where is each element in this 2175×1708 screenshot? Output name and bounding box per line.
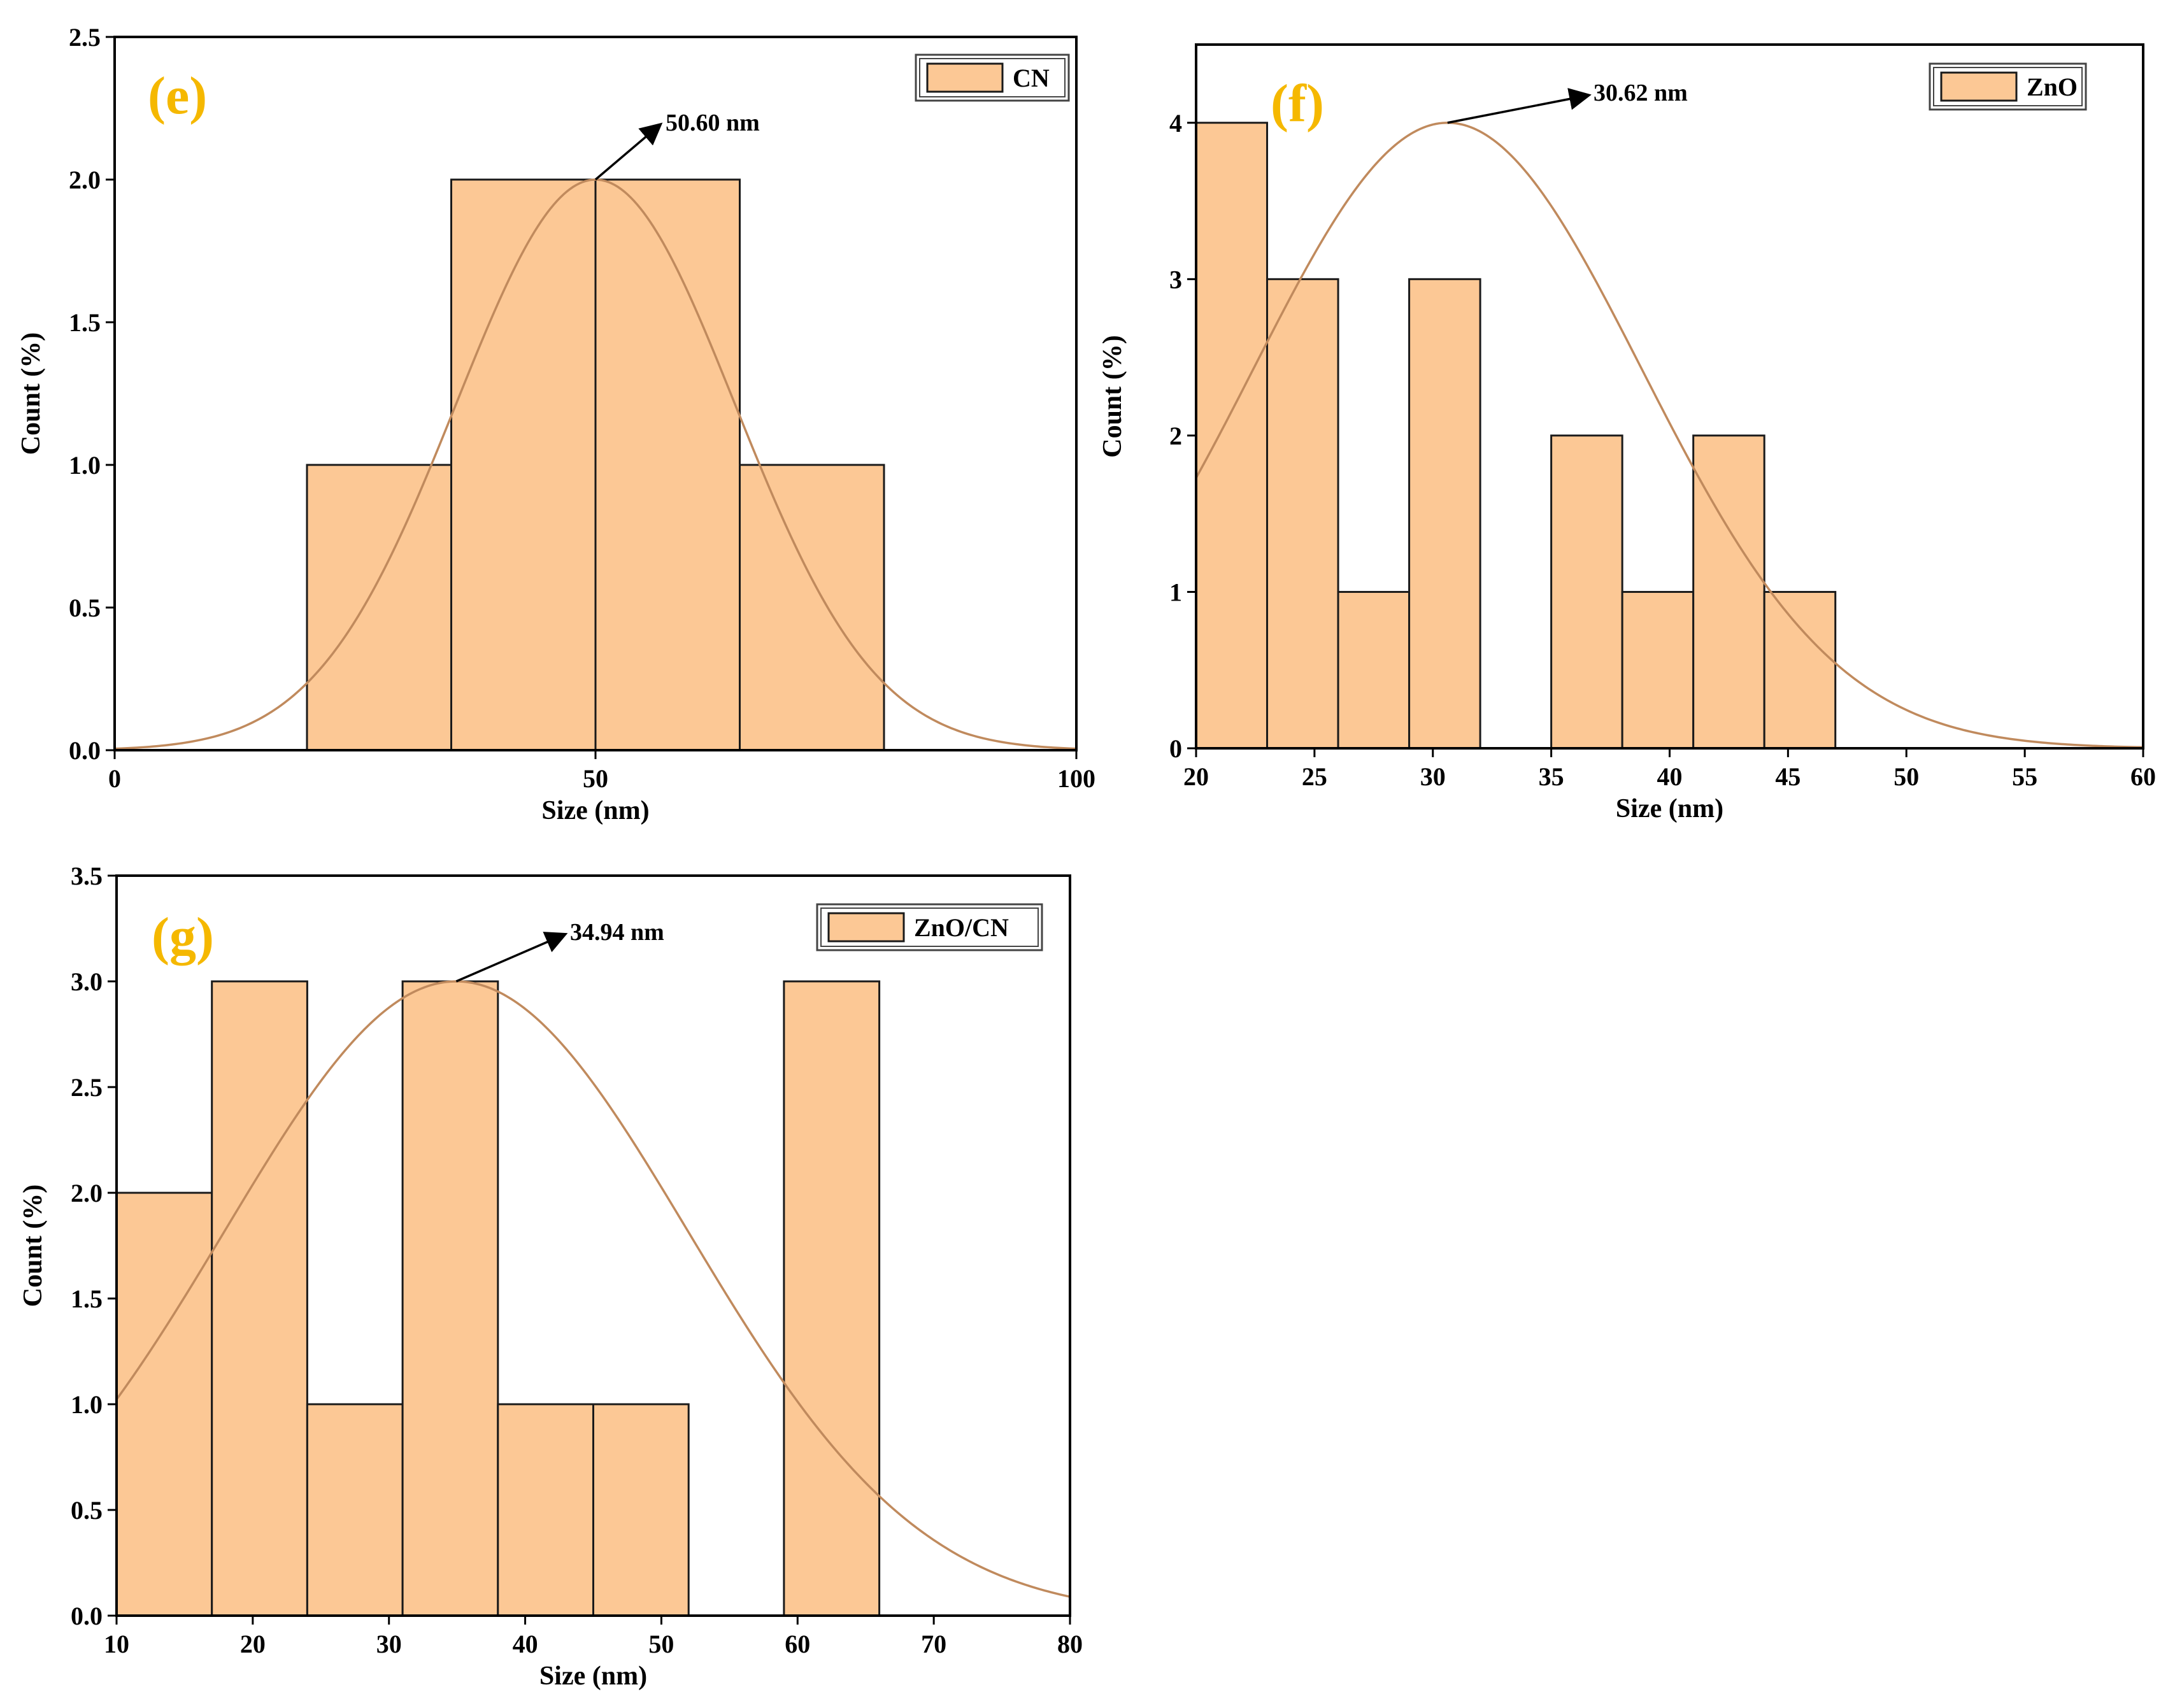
legend-inner-frame-g [820, 907, 1039, 947]
x-tick-label-g-1: 20 [240, 1630, 266, 1658]
x-tick-label-f-1: 25 [1302, 762, 1327, 791]
legend-inner-frame-f [1933, 67, 2083, 106]
panel-label-g: (g) [152, 907, 214, 966]
legend-g: ZnO/CN [816, 903, 1043, 951]
panel-e: 0 50 100 0.0 0.5 1.0 1.5 2.0 2.5 Size (nm) Count (… [17, 23, 1095, 825]
legend-f: ZnO [1929, 62, 2087, 111]
y-tick-label-g-6: 3.0 [71, 967, 103, 996]
bar-f-3 [1408, 278, 1481, 750]
x-tick-label-g-3: 40 [513, 1630, 538, 1658]
x-tick-label-g-0: 10 [104, 1630, 129, 1658]
annotation-arrow-g [455, 932, 568, 983]
fit-curve-g [115, 980, 1071, 1598]
annotation-text-g: 34.94 nm [570, 919, 664, 946]
y-tick-label-f-2: 2 [1169, 422, 1182, 450]
y-tick-label-f-3: 3 [1169, 265, 1182, 294]
bar-g-1 [211, 980, 308, 1617]
y-tick-label-e-5: 2.5 [69, 23, 101, 52]
bar-e-3 [739, 464, 885, 751]
legend-swatch-e [926, 62, 1004, 93]
x-tick-label-e-0: 0 [108, 764, 121, 793]
bar-e-1 [450, 178, 597, 751]
bar-g-5 [592, 1403, 690, 1617]
y-axis-label-g: Count (%) [18, 1185, 48, 1307]
x-tick-label-f-5: 45 [1775, 762, 1801, 791]
x-tick-label-g-2: 30 [376, 1630, 402, 1658]
x-tick-label-g-5: 60 [785, 1630, 810, 1658]
y-axis-label-e: Count (%) [17, 332, 46, 455]
bar-g-3 [401, 980, 499, 1617]
x-tick-label-f-6: 50 [1893, 762, 1919, 791]
annotation-arrow-e [594, 122, 663, 181]
y-tick-label-g-5: 2.5 [71, 1073, 103, 1102]
y-tick-label-g-3: 1.5 [71, 1285, 103, 1313]
y-tick-label-g-4: 2.0 [71, 1179, 103, 1207]
y-axis-label-f: Count (%) [1098, 335, 1127, 458]
bar-g-0 [115, 1192, 213, 1617]
bar-f-0 [1195, 122, 1269, 750]
legend-label-e: CN [1013, 64, 1050, 92]
x-axis-label-e: Size (nm) [541, 796, 649, 825]
x-tick-label-f-7: 55 [2012, 762, 2037, 791]
x-tick-label-g-7: 80 [1057, 1630, 1083, 1658]
x-tick-label-f-4: 40 [1657, 762, 1683, 791]
y-tick-label-g-2: 1.0 [71, 1390, 103, 1419]
y-tick-label-e-4: 2.0 [69, 166, 101, 194]
bar-f-2 [1337, 590, 1411, 750]
bar-g-4 [497, 1403, 594, 1617]
bar-f-6 [1692, 434, 1765, 750]
legend-swatch-g [827, 912, 905, 943]
x-tick-label-f-0: 20 [1183, 762, 1209, 791]
y-tick-label-g-1: 0.5 [71, 1496, 103, 1525]
y-tick-label-e-2: 1.0 [69, 451, 101, 480]
y-tick-label-f-0: 0 [1169, 734, 1182, 763]
fit-curve-f [1195, 122, 2144, 749]
x-tick-label-g-4: 50 [648, 1630, 674, 1658]
bar-e-0 [306, 464, 452, 751]
panel-label-f: (f) [1271, 74, 1324, 133]
bar-f-4 [1550, 434, 1623, 750]
legend-swatch-f [1940, 71, 2018, 102]
bar-e-2 [594, 178, 741, 751]
panel-label-e: (e) [148, 66, 207, 125]
legend-e: CN [915, 53, 1070, 102]
x-tick-label-f-3: 35 [1539, 762, 1564, 791]
legend-label-f: ZnO [2027, 73, 2078, 101]
y-tick-label-e-3: 1.5 [69, 308, 101, 337]
x-tick-label-e-2: 100 [1057, 764, 1095, 793]
panel-f: 20 25 30 35 40 45 50 55 60 0 1 2 3 4 Size (nm) Count (%… [1098, 43, 2156, 823]
y-tick-label-g-0: 0.0 [71, 1602, 103, 1630]
bar-g-6 [783, 980, 881, 1617]
plot-frame-g [115, 874, 1071, 1617]
y-tick-label-e-1: 0.5 [69, 594, 101, 622]
y-tick-label-f-1: 1 [1169, 578, 1182, 606]
bar-f-1 [1266, 278, 1339, 750]
y-tick-label-f-4: 4 [1169, 109, 1182, 138]
x-axis-label-f: Size (nm) [1616, 794, 1723, 823]
legend-inner-frame-e [919, 58, 1066, 97]
y-tick-label-g-7: 3.5 [71, 862, 103, 890]
x-tick-label-e-1: 50 [583, 764, 608, 793]
x-axis-label-g: Size (nm) [539, 1662, 647, 1691]
bar-g-2 [306, 1403, 404, 1617]
annotation-arrow-f [1447, 88, 1592, 124]
annotation-text-e: 50.60 nm [666, 110, 760, 136]
x-tick-label-f-2: 30 [1420, 762, 1446, 791]
x-tick-label-f-8: 60 [2130, 762, 2156, 791]
panel-g: 10 20 30 40 50 60 70 80 0.0 0.5 1.0 1.5 2.0 2.5 3.0 3.5… [18, 862, 1083, 1691]
x-tick-label-g-6: 70 [921, 1630, 946, 1658]
y-tick-label-e-0: 0.0 [69, 736, 101, 765]
annotation-text-f: 30.62 nm [1594, 80, 1688, 106]
legend-label-g: ZnO/CN [914, 913, 1009, 942]
bar-f-7 [1763, 590, 1837, 750]
bar-f-5 [1621, 590, 1695, 750]
